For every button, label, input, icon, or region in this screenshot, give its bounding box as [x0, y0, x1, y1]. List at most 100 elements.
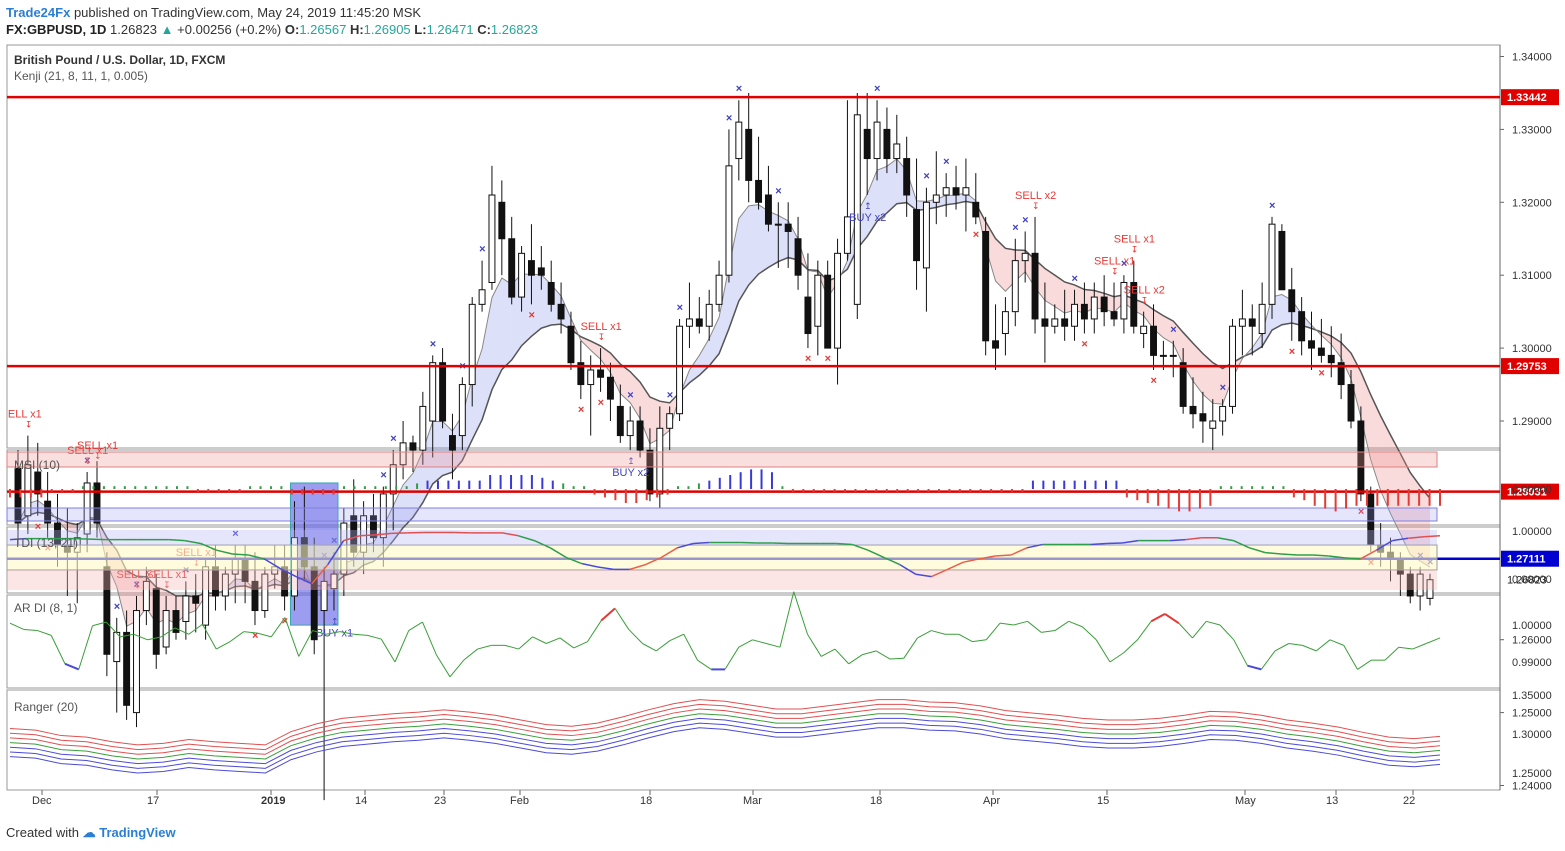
tdi-line-segment: [502, 532, 519, 537]
tdi-line-segment: [168, 538, 185, 542]
ardi-line-segment: [518, 636, 533, 650]
candle: [735, 121, 743, 160]
candle: [192, 595, 200, 604]
y-tick-label: 1.31000: [1512, 270, 1552, 282]
up-arrow-icon: ▲: [160, 22, 174, 37]
candle: [1071, 303, 1078, 327]
ardi-line-segment: [1426, 637, 1441, 644]
sell-arrow-icon: ↧: [598, 332, 606, 342]
ardi-line-segment: [422, 621, 437, 655]
signal-x-mark: ×: [380, 470, 386, 482]
ardi-line-segment: [614, 608, 630, 630]
tdi-line-segment: [693, 541, 710, 545]
candle: [1011, 260, 1019, 313]
candle: [439, 362, 447, 422]
tdi-mid-band: [6, 544, 1438, 571]
ardi-line-segment: [105, 621, 121, 638]
ardi-line-segment: [284, 617, 300, 657]
kenji-cloud-segment: [709, 317, 720, 366]
kenji-cloud-segment: [1163, 315, 1174, 344]
tdi-line-segment: [1392, 537, 1409, 542]
candle: [123, 631, 131, 706]
sell-arrow-icon: ↧: [163, 580, 171, 590]
tdi-line-segment: [311, 564, 329, 585]
signal-x-mark: ×: [479, 244, 485, 256]
msi-upper-band: [6, 451, 1438, 468]
tradingview-link[interactable]: TradingView: [99, 825, 176, 840]
candle: [705, 303, 713, 327]
kenji-cloud-segment: [442, 421, 453, 476]
ardi-line-segment: [326, 631, 341, 635]
quote-line: FX:GBPUSD, 1D 1.26823 ▲ +0.00256 (+0.2%)…: [6, 21, 538, 38]
candle: [478, 289, 486, 305]
sell-signal: SELL x1: [1094, 255, 1135, 267]
publisher-name[interactable]: Trade24Fx: [6, 5, 71, 20]
ardi-line-segment: [1041, 630, 1056, 633]
kenji-cloud-segment: [867, 170, 878, 237]
ardi-line-segment: [504, 644, 519, 650]
buy-signal: BUY x2: [849, 212, 886, 224]
tdi-line-segment: [343, 535, 360, 542]
kenji-cloud-segment: [67, 522, 78, 534]
ardi-line-segment: [1384, 646, 1400, 661]
candle: [992, 340, 1000, 349]
ardi-line-segment: [147, 636, 162, 641]
tdi-line-segment: [1233, 539, 1250, 549]
candle: [567, 325, 575, 364]
candle: [794, 238, 802, 276]
ardi-line-segment: [862, 650, 877, 656]
ardi-line-segment: [1315, 639, 1331, 652]
ardi-line-segment: [1233, 639, 1248, 666]
candle: [626, 420, 634, 437]
tdi-line-segment: [1360, 549, 1377, 560]
tdi-line-segment: [534, 539, 551, 549]
ardi-line-segment: [1178, 622, 1193, 639]
level-label: 1.27111: [1507, 554, 1546, 566]
tdi-line-segment: [1010, 547, 1028, 556]
candle: [261, 573, 269, 612]
tdi-line-segment: [184, 539, 201, 545]
kenji-cloud-segment: [610, 353, 621, 394]
y-tick-label: 1.29000: [1512, 416, 1552, 428]
candle: [498, 201, 506, 240]
open-label: O:: [284, 22, 300, 37]
sell-signal: SELL x1: [146, 569, 187, 581]
candle: [1169, 354, 1177, 357]
ardi-line-segment: [188, 623, 203, 635]
candle: [1001, 311, 1009, 335]
candle: [221, 573, 229, 597]
signal-x-mark: ×: [1269, 200, 1275, 212]
ardi-line-segment: [1274, 643, 1289, 652]
tdi-line-segment: [677, 542, 694, 549]
ardi-line-segment: [1260, 650, 1276, 670]
signal-x-mark: ×: [331, 535, 337, 547]
signal-x-mark: ×: [1081, 339, 1087, 351]
ardi-line-segment: [78, 625, 93, 670]
signal-x-mark: ×: [114, 601, 120, 613]
signal-x-mark: ×: [775, 185, 781, 197]
x-tick-label: 18: [640, 795, 652, 807]
candle: [34, 471, 42, 495]
ardi-line-segment: [243, 631, 258, 634]
tdi-line-segment: [1026, 543, 1043, 549]
publish-line: Trade24Fx published on TradingView.com, …: [6, 4, 538, 21]
created-with-label: Created with: [6, 825, 79, 840]
ardi-line-segment: [917, 630, 932, 639]
candle: [863, 128, 871, 160]
kenji-cloud-segment: [1400, 453, 1411, 555]
ardi-line-segment: [463, 648, 478, 661]
candle: [1258, 303, 1266, 335]
signal-x-mark: ×: [390, 433, 396, 445]
ardi-line-segment: [270, 617, 286, 638]
tradingview-logo-icon[interactable]: ☁: [82, 825, 96, 840]
ardi-line-segment: [546, 637, 561, 644]
candle: [133, 610, 140, 714]
signal-x-mark: ×: [736, 83, 742, 95]
signal-x-mark: ×: [1022, 214, 1028, 226]
tdi-line-segment: [1312, 554, 1329, 557]
candle: [1426, 579, 1434, 599]
candle: [1090, 296, 1098, 320]
x-tick-label: Apr: [983, 795, 1000, 807]
candle: [399, 442, 407, 466]
